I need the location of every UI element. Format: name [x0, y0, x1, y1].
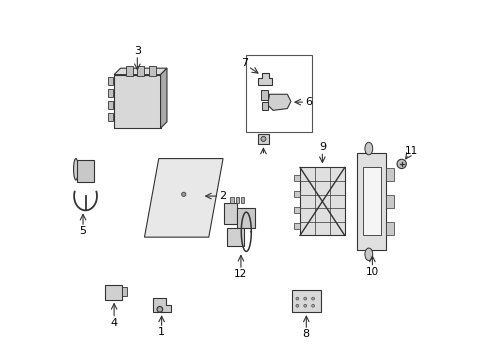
Text: 11: 11 [404, 146, 417, 156]
Bar [105, 285, 122, 300]
Bar [107, 77, 112, 85]
Polygon shape [144, 158, 223, 237]
Bar [237, 207, 255, 228]
Polygon shape [258, 73, 272, 85]
Bar [291, 290, 320, 312]
Ellipse shape [364, 142, 372, 155]
Circle shape [181, 192, 185, 197]
Bar [122, 287, 127, 296]
Text: 4: 4 [110, 318, 118, 328]
Polygon shape [160, 68, 166, 128]
Text: 9: 9 [318, 142, 325, 152]
Ellipse shape [364, 248, 372, 261]
Polygon shape [267, 94, 290, 111]
Bar [300, 167, 344, 235]
Bar [107, 113, 112, 121]
Bar [260, 90, 267, 100]
Polygon shape [114, 68, 166, 75]
Text: 10: 10 [365, 267, 378, 277]
Bar [258, 134, 268, 144]
Text: 3: 3 [134, 46, 141, 57]
Text: 8: 8 [302, 329, 309, 339]
Text: 6: 6 [305, 97, 312, 107]
Bar [294, 191, 300, 197]
Bar [294, 207, 300, 213]
Polygon shape [114, 75, 160, 128]
Bar [107, 101, 112, 109]
Bar [227, 228, 244, 246]
Circle shape [295, 297, 298, 300]
Bar [385, 222, 393, 235]
Circle shape [295, 304, 298, 307]
Ellipse shape [73, 158, 78, 180]
Circle shape [303, 297, 306, 300]
Bar [125, 66, 133, 76]
Bar [294, 223, 300, 229]
Circle shape [261, 136, 265, 141]
Bar [385, 168, 393, 181]
Text: 7: 7 [241, 58, 247, 68]
Text: 2: 2 [219, 191, 226, 201]
Text: 12: 12 [234, 269, 247, 279]
Bar [77, 160, 94, 182]
Bar [261, 102, 267, 111]
Text: 1: 1 [158, 327, 165, 337]
Circle shape [311, 304, 314, 307]
Circle shape [311, 297, 314, 300]
Circle shape [303, 304, 306, 307]
Circle shape [396, 159, 406, 168]
Bar [107, 89, 112, 97]
Bar [230, 197, 233, 203]
Circle shape [157, 306, 163, 312]
Bar [137, 66, 144, 76]
Bar [385, 195, 393, 208]
Bar [294, 175, 300, 181]
Bar [235, 197, 239, 203]
Bar [246, 55, 312, 132]
Bar [241, 197, 244, 203]
Bar [224, 203, 237, 224]
Bar [148, 66, 156, 76]
Bar [363, 167, 380, 235]
Text: 5: 5 [80, 226, 86, 237]
Polygon shape [153, 298, 171, 312]
Bar [357, 153, 385, 249]
